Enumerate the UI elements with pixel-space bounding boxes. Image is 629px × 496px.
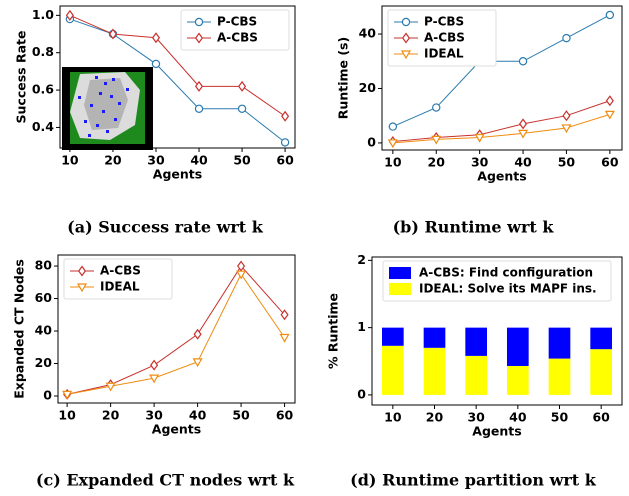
y-tick-label: 20 — [359, 80, 377, 95]
legend-label: IDEAL — [100, 280, 140, 294]
y-tick-label: 2 — [357, 252, 366, 267]
marker — [282, 139, 289, 146]
x-tick-label: 20 — [104, 153, 122, 168]
marker — [282, 112, 289, 121]
y-axis-label: Runtime (s) — [336, 37, 351, 119]
x-tick-label: 60 — [592, 410, 610, 425]
x-tick-label: 30 — [145, 408, 163, 423]
caption: (c) Expanded CT nodes wrt k — [36, 471, 295, 490]
x-axis-label: Agents — [477, 169, 526, 184]
x-tick-label: 50 — [551, 410, 569, 425]
x-tick-label: 50 — [558, 155, 576, 170]
marker — [152, 60, 159, 67]
legend-label: P-CBS — [217, 15, 257, 29]
marker — [519, 58, 526, 65]
y-axis-label: Expanded CT Nodes — [12, 259, 27, 399]
map-inset — [62, 67, 153, 150]
y-tick-label: 0.8 — [32, 44, 54, 59]
marker — [520, 119, 527, 128]
legend-label: A-CBS: Find configuration — [419, 266, 593, 280]
bar — [424, 348, 446, 395]
x-axis-label: Agents — [472, 424, 521, 439]
legend-swatch — [389, 283, 411, 295]
bar — [507, 366, 529, 395]
legend-label: IDEAL — [424, 47, 464, 61]
x-tick-label: 10 — [61, 153, 79, 168]
x-tick-label: 60 — [276, 153, 294, 168]
marker — [563, 111, 570, 120]
marker — [237, 271, 245, 278]
y-tick-label: 0 — [367, 134, 376, 149]
x-tick-label: 50 — [233, 153, 251, 168]
x-tick-label: 60 — [601, 155, 619, 170]
marker — [281, 335, 289, 342]
marker — [563, 35, 570, 42]
x-tick-label: 10 — [58, 408, 76, 423]
x-tick-label: 40 — [189, 408, 207, 423]
x-tick-label: 20 — [426, 410, 444, 425]
y-tick-label: 1.0 — [32, 7, 54, 22]
legend-label: A-CBS — [217, 31, 258, 45]
x-axis-label: Agents — [153, 167, 202, 182]
bar — [465, 356, 487, 395]
legend-label: IDEAL: Solve its MAPF ins. — [419, 282, 597, 296]
y-tick-label: 40 — [359, 26, 377, 41]
y-tick-label: 40 — [35, 323, 53, 338]
marker — [238, 105, 245, 112]
x-tick-label: 30 — [147, 153, 165, 168]
marker — [389, 123, 396, 130]
bar — [507, 328, 529, 366]
marker — [389, 140, 397, 147]
y-tick-label: 0 — [357, 386, 366, 401]
x-tick-label: 60 — [276, 408, 294, 423]
y-tick-label: 0.4 — [32, 119, 54, 134]
marker — [606, 11, 613, 18]
legend-marker — [195, 18, 202, 25]
marker — [151, 361, 158, 370]
x-tick-label: 40 — [190, 153, 208, 168]
x-tick-label: 50 — [232, 408, 250, 423]
y-axis-label: % Runtime — [326, 293, 341, 369]
x-tick-label: 20 — [102, 408, 120, 423]
marker — [433, 104, 440, 111]
x-tick-label: 10 — [384, 410, 402, 425]
bar — [382, 346, 404, 395]
bar — [424, 328, 446, 348]
bar — [549, 359, 571, 395]
caption: (d) Runtime partition wrt k — [350, 471, 597, 490]
legend-marker — [402, 18, 409, 25]
marker — [194, 359, 202, 366]
bar — [465, 328, 487, 356]
y-tick-label: 1 — [357, 319, 366, 334]
legend-label: P-CBS — [424, 15, 464, 29]
bar — [382, 328, 404, 346]
bar — [590, 349, 612, 395]
caption: (b) Runtime wrt k — [393, 218, 555, 237]
y-axis-label: Success Rate — [14, 31, 29, 124]
y-tick-label: 0.6 — [32, 82, 54, 97]
x-tick-label: 30 — [471, 155, 489, 170]
y-tick-label: 0 — [43, 388, 52, 403]
x-tick-label: 10 — [384, 155, 402, 170]
x-tick-label: 40 — [509, 410, 527, 425]
legend-swatch — [389, 267, 411, 279]
caption: (a) Success rate wrt k — [67, 218, 264, 237]
legend-label: A-CBS — [424, 31, 465, 45]
y-tick-label: 80 — [35, 258, 53, 273]
x-tick-label: 30 — [467, 410, 485, 425]
bar — [549, 328, 571, 359]
x-tick-label: 20 — [428, 155, 446, 170]
x-axis-label: Agents — [152, 422, 201, 437]
x-tick-label: 40 — [514, 155, 532, 170]
marker — [195, 105, 202, 112]
marker — [239, 82, 246, 91]
y-tick-label: 60 — [35, 290, 53, 305]
figure: 0.40.60.81.0102030405060AgentsSuccess Ra… — [0, 0, 629, 496]
y-tick-label: 20 — [35, 355, 53, 370]
marker — [607, 96, 614, 105]
legend-label: A-CBS — [100, 264, 141, 278]
bar — [590, 328, 612, 350]
